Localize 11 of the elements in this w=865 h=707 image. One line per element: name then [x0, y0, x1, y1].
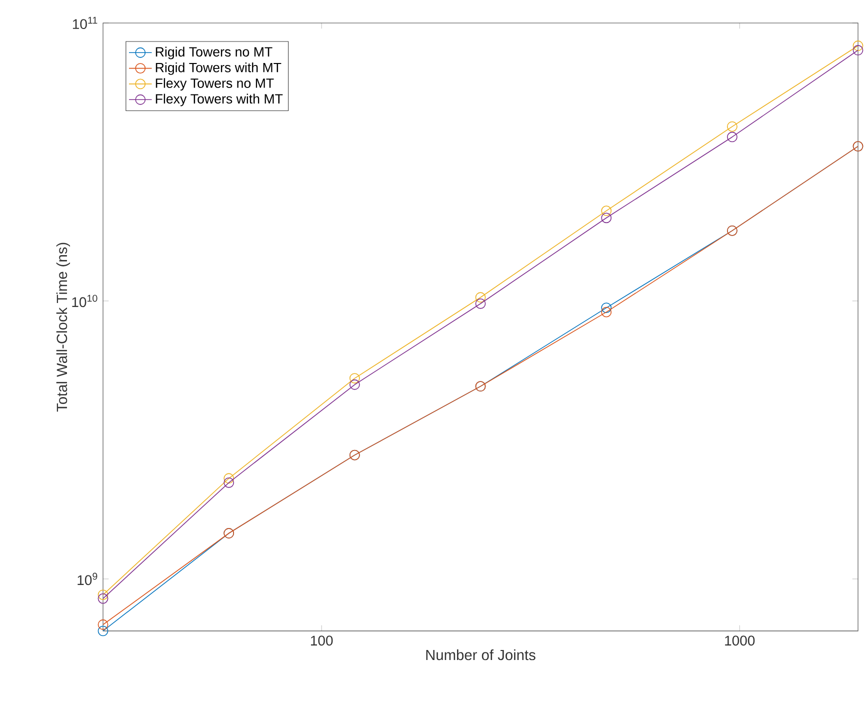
x-axis-title: Number of Joints — [426, 649, 536, 660]
legend-label: Flexy Towers with MT — [156, 94, 283, 106]
y-tick-label: 10$^{10}$ — [72, 294, 98, 308]
y-axis-title: Total Wall-Clock Time (ns) — [56, 242, 70, 412]
legend-label: Rigid Towers with MT — [156, 62, 282, 75]
legend-label: Rigid Towers no MT — [156, 46, 272, 60]
y-tick-label: 10$^{11}$ — [72, 16, 98, 30]
x-tick-label: 100 — [310, 636, 333, 646]
x-tick-label: 1000 — [725, 636, 755, 646]
legend-label: Flexy Towers no MT — [156, 78, 274, 91]
y-tick-label: 10$^{9}$ — [78, 572, 98, 586]
